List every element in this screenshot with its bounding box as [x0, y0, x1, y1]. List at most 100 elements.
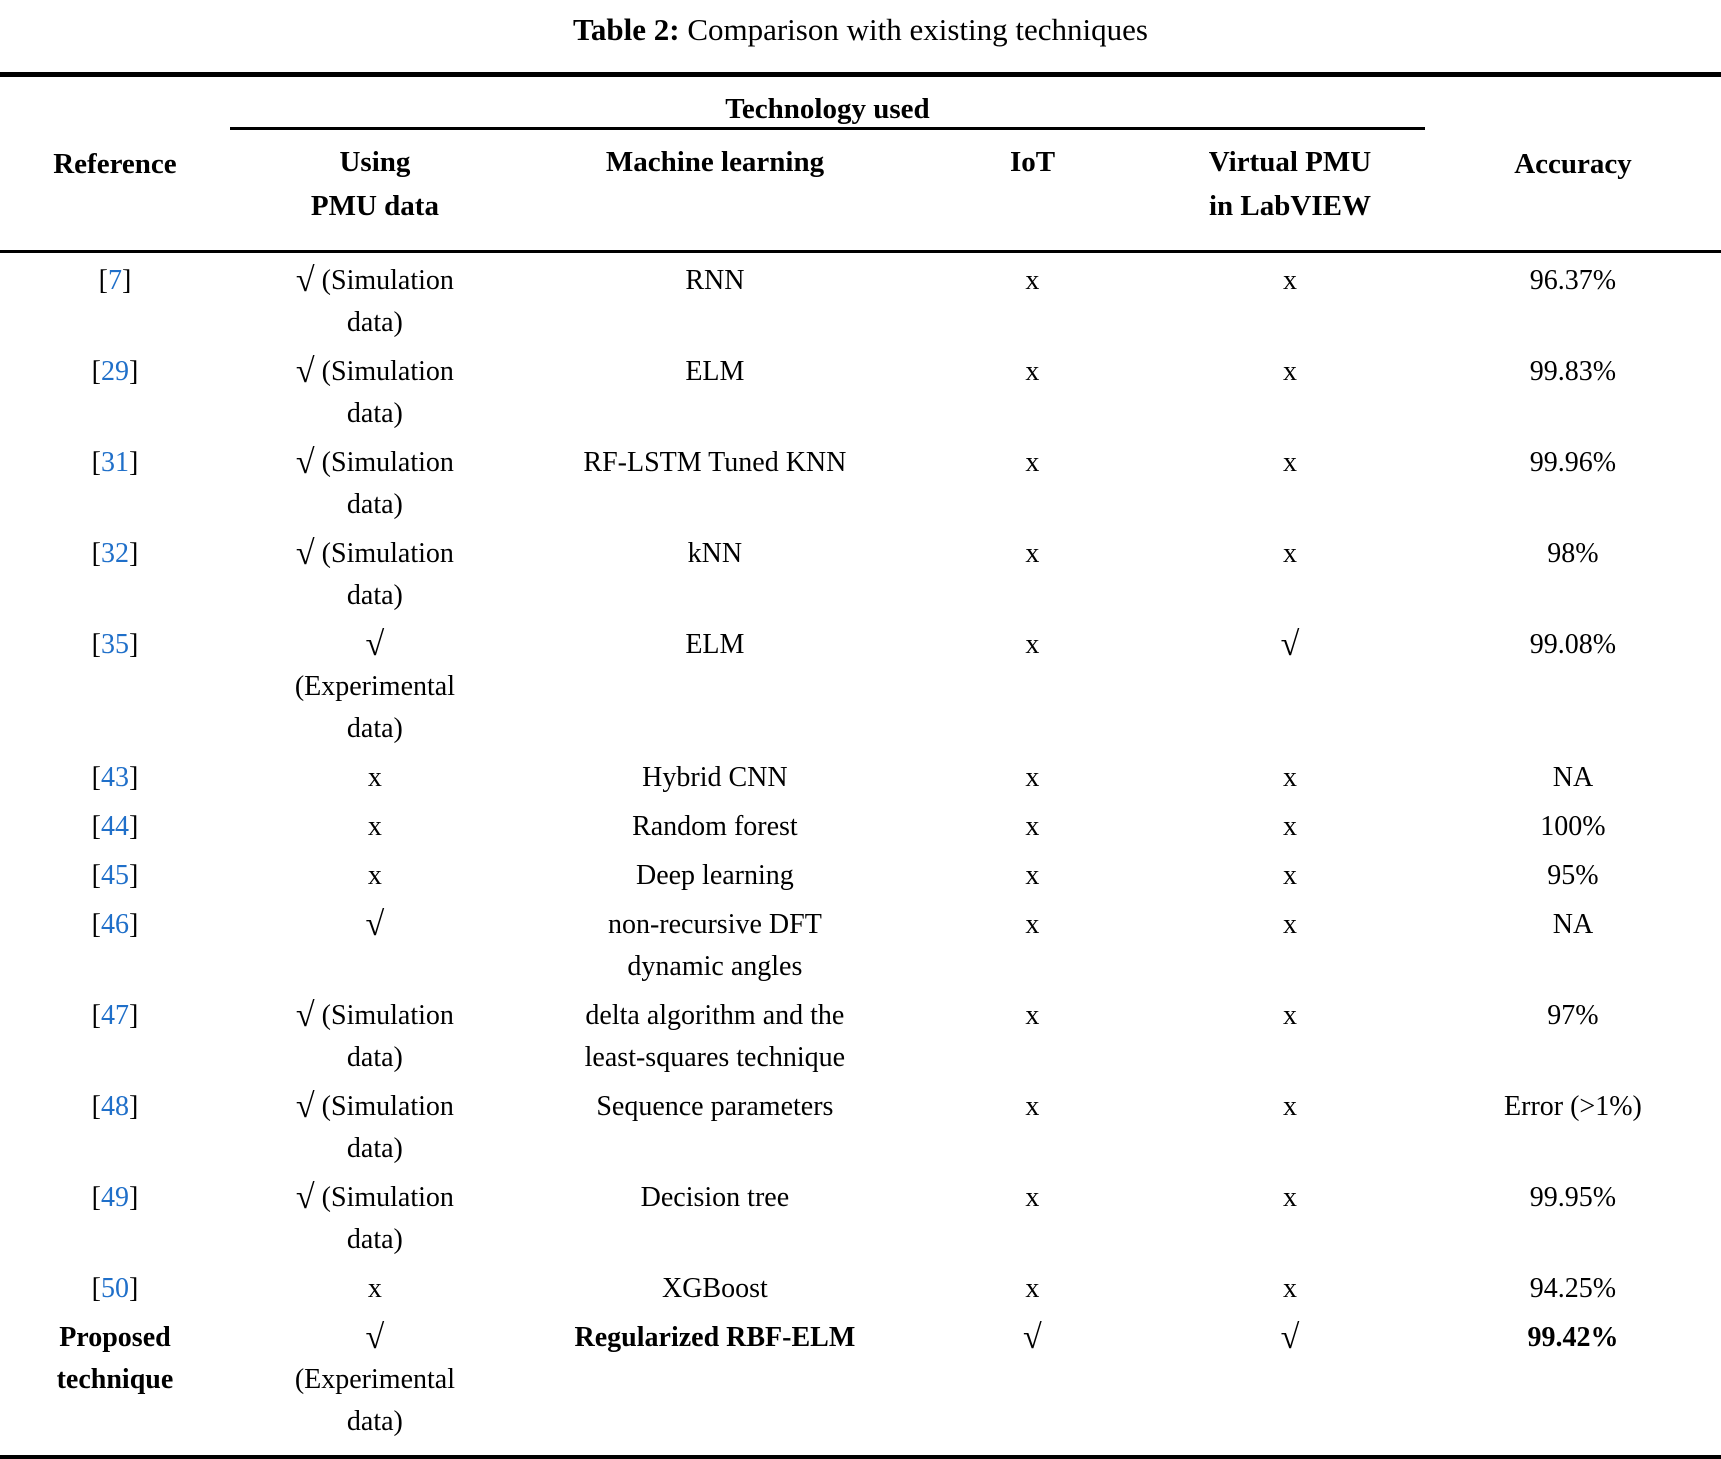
using-pmu-data-cell: x: [230, 757, 520, 799]
cell-line: x: [1025, 909, 1040, 940]
citation-link[interactable]: 43: [100, 762, 129, 793]
citation-link[interactable]: 35: [100, 629, 129, 660]
column-header-machine-learning: Machine learning: [605, 146, 825, 178]
cell-line: 99.83%: [1529, 356, 1617, 387]
cell-line: RNN: [685, 265, 745, 296]
reference-cell: [49]: [0, 1177, 230, 1219]
accuracy-cell: 100%: [1425, 806, 1721, 848]
cell-line: RF-LSTM Tuned KNN: [583, 447, 847, 478]
citation-link[interactable]: 44: [100, 811, 129, 842]
virtual-pmu-cell: x: [1155, 806, 1425, 848]
checkmark-glyph: √: [295, 997, 315, 1035]
iot-cell: x: [910, 904, 1155, 946]
cell-line: kNN: [687, 538, 743, 569]
cell-line: Sequence parameters: [596, 1091, 834, 1122]
cell-line: x: [1025, 538, 1040, 569]
citation-link[interactable]: 46: [100, 909, 129, 940]
cell-line: data): [346, 1133, 403, 1164]
cell-line: Decision tree: [640, 1182, 790, 1213]
reference-cell: [32]: [0, 533, 230, 575]
table-row: [49] √ (Simulation data) Decision tree x x 99.…: [0, 1174, 1721, 1265]
reference-cell: [7]: [0, 260, 230, 302]
citation-link[interactable]: 32: [100, 538, 129, 569]
checkmark-glyph: √: [365, 626, 385, 664]
table-row: Proposed technique √ (Experimental data) Regu…: [0, 1314, 1721, 1447]
cell-line: √ (Simulation: [295, 353, 454, 391]
column-header-reference: Reference: [53, 147, 177, 180]
citation-link[interactable]: 48: [100, 1091, 129, 1122]
cell-line: 94.25%: [1529, 1273, 1617, 1304]
cell-line: x: [367, 1273, 382, 1304]
machine-learning-cell: ELM: [520, 351, 910, 393]
machine-learning-cell: RNN: [520, 260, 910, 302]
using-pmu-data-cell: x: [230, 806, 520, 848]
column-header-accuracy: Accuracy: [1514, 147, 1632, 180]
cell-line: 99.96%: [1529, 447, 1617, 478]
reference-cell: [35]: [0, 624, 230, 666]
citation: [35]: [91, 629, 139, 660]
citation-link[interactable]: 31: [100, 447, 129, 478]
cell-line: data): [346, 713, 403, 744]
citation-link[interactable]: 49: [100, 1182, 129, 1213]
table-row: [7] √ (Simulation data) RNN x x 96.37%: [0, 257, 1721, 348]
cell-line: x: [1025, 762, 1040, 793]
iot-cell: x: [910, 757, 1155, 799]
machine-learning-cell: kNN: [520, 533, 910, 575]
citation: [45]: [91, 860, 139, 891]
accuracy-cell: 99.08%: [1425, 624, 1721, 666]
cell-line: data): [346, 1406, 403, 1437]
virtual-pmu-cell: x: [1155, 757, 1425, 799]
cell-line: √ (Simulation: [295, 1088, 454, 1126]
cell-line: √ (Simulation: [295, 444, 454, 482]
table-row: [44] x Random forest x x 100%: [0, 803, 1721, 852]
cell-line: x: [1025, 1273, 1040, 1304]
reference-cell: [47]: [0, 995, 230, 1037]
cell-line: x: [1282, 356, 1297, 387]
cell-line: 99.42%: [1527, 1322, 1619, 1353]
virtual-pmu-cell: x: [1155, 260, 1425, 302]
table-row: [35] √ (Experimental data) ELM x √ 99.08%: [0, 621, 1721, 754]
virtual-pmu-cell: x: [1155, 1177, 1425, 1219]
cell-line: Error (>1%): [1504, 1091, 1642, 1122]
checkmark-glyph: √: [1280, 626, 1300, 664]
checkmark-glyph: √: [295, 1179, 315, 1217]
cell-line: (Experimental: [294, 671, 455, 702]
table-body: [7] √ (Simulation data) RNN x x 96.37% [29] √ (S…: [0, 253, 1721, 1455]
citation-link[interactable]: 47: [100, 1000, 129, 1031]
virtual-pmu-cell: x: [1155, 351, 1425, 393]
reference-cell: [48]: [0, 1086, 230, 1128]
citation-link[interactable]: 50: [100, 1273, 129, 1304]
citation-link[interactable]: 29: [100, 356, 129, 387]
cell-line: x: [367, 762, 382, 793]
column-header-virtual-pmu: Virtual PMU in LabVIEW: [1208, 146, 1372, 222]
accuracy-cell: 94.25%: [1425, 1268, 1721, 1310]
cell-line: √ (Simulation: [295, 997, 454, 1035]
reference-cell: [45]: [0, 855, 230, 897]
iot-cell: x: [910, 624, 1155, 666]
cell-line: data): [346, 1224, 403, 1255]
virtual-pmu-cell: x: [1155, 1086, 1425, 1128]
table-row: [46] √ non-recursive DFT dynamic angles x x NA: [0, 901, 1721, 992]
using-pmu-data-cell: x: [230, 855, 520, 897]
cell-line: x: [1025, 356, 1040, 387]
cell-line: 98%: [1547, 538, 1599, 569]
cell-line: 97%: [1547, 1000, 1599, 1031]
iot-cell: x: [910, 1268, 1155, 1310]
table-row: [43] x Hybrid CNN x x NA: [0, 754, 1721, 803]
iot-cell: x: [910, 260, 1155, 302]
cell-line: delta algorithm and the: [585, 1000, 845, 1031]
checkmark-glyph: √: [295, 353, 315, 391]
using-pmu-data-cell: √ (Simulation data): [230, 1086, 520, 1170]
iot-cell: x: [910, 855, 1155, 897]
cell-line: x: [1282, 860, 1297, 891]
technology-group-rule: [229, 127, 1425, 130]
cell-line: 99.08%: [1529, 629, 1617, 660]
machine-learning-cell: RF-LSTM Tuned KNN: [520, 442, 910, 484]
using-pmu-data-cell: √ (Experimental data): [230, 624, 520, 750]
citation-link[interactable]: 45: [100, 860, 129, 891]
using-pmu-data-cell: √ (Simulation data): [230, 995, 520, 1079]
technology-subheaders: Using PMU data Machine learning IoT Virt…: [230, 130, 1425, 250]
citation-link[interactable]: 7: [107, 265, 122, 296]
cell-line: XGBoost: [661, 1273, 768, 1304]
using-pmu-data-cell: x: [230, 1268, 520, 1310]
